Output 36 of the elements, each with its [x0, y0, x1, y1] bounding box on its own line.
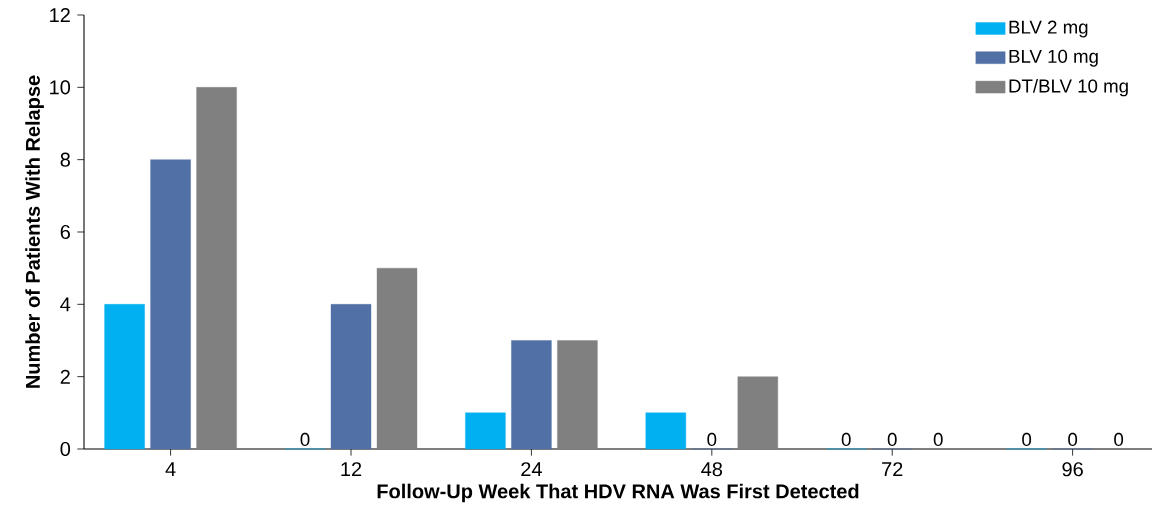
x-tick-label: 24: [521, 462, 542, 477]
bar: [330, 304, 372, 450]
bar: [511, 340, 552, 450]
bar: [104, 304, 145, 450]
y-tick-label: 2: [60, 369, 70, 384]
data-label: 0: [1114, 432, 1124, 447]
x-axis-title: Follow-Up Week That HDV RNA Was First Detected: [377, 483, 859, 503]
data-label: 0: [887, 432, 897, 447]
bar: [645, 412, 687, 450]
bar: [737, 376, 779, 450]
bar: [376, 267, 418, 450]
legend-label: DT/BLV 10 mg: [1009, 78, 1128, 97]
y-tick-label: 8: [60, 152, 70, 167]
data-label: 0: [841, 432, 851, 447]
x-tick-label: 96: [1062, 462, 1083, 477]
data-label: 0: [707, 432, 717, 447]
data-label: 0: [300, 432, 310, 447]
data-label: 0: [1068, 432, 1078, 447]
x-tick-label: 4: [165, 462, 176, 476]
bar: [465, 412, 506, 450]
y-tick-label: 6: [60, 224, 70, 240]
bar: [150, 159, 191, 450]
x-tick-label: 72: [882, 462, 903, 477]
data-label: 0: [1022, 432, 1032, 447]
bar: [557, 340, 598, 450]
y-tick-label: 10: [50, 80, 71, 95]
y-tick-label: 0: [60, 441, 71, 457]
y-axis-title: Number of Patients With Relapse: [25, 75, 44, 388]
data-label: 0: [933, 432, 943, 447]
y-tick-label: 4: [60, 297, 71, 312]
x-tick-label: 12: [341, 462, 362, 477]
legend-label: BLV 10 mg: [1009, 49, 1098, 67]
bar: [196, 87, 237, 450]
x-tick-label: 48: [701, 462, 723, 477]
legend-label: BLV 2 mg: [1009, 20, 1088, 38]
y-tick-label: 12: [50, 8, 70, 22]
